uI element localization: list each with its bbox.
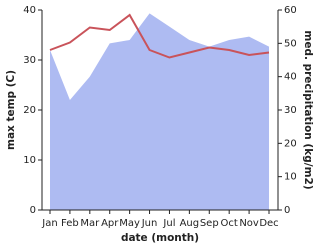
temp-line [49, 13, 270, 59]
y-tick-label: 30 [23, 55, 36, 66]
x-axis-label: date (month) [121, 232, 199, 244]
y2-tick-label: 10 [284, 172, 297, 183]
x-tick-label: Apr [101, 218, 119, 229]
x-tick-label: Feb [61, 218, 79, 229]
y-tick-label: 10 [23, 155, 36, 166]
x-tick-label: Oct [221, 218, 238, 229]
y-axis-label: max temp (C) [5, 70, 17, 150]
y2-tick-label: 50 [284, 38, 297, 49]
x-tick-label: Nov [239, 218, 259, 229]
x-tick-label: Aug [180, 218, 200, 229]
y-tick-label: 20 [23, 105, 36, 116]
y2-tick-label: 40 [284, 72, 297, 83]
y2-tick-label: 60 [284, 5, 297, 16]
y-tick-label: 40 [23, 5, 36, 16]
y2-axis-label: med. precipitation (kg/m2) [302, 30, 314, 189]
precipitation-area [50, 13, 269, 211]
x-tick-label: Dec [259, 218, 278, 229]
x-tick-label: Jan [41, 218, 57, 229]
y-tick-label: 0 [30, 205, 36, 216]
y2-tick-label: 0 [284, 205, 290, 216]
x-tick-label: Sep [200, 218, 219, 229]
x-tick-label: May [119, 218, 140, 229]
y2-tick-label: 20 [284, 138, 297, 149]
x-tick-label: Jul [162, 218, 175, 229]
x-tick-label: Jun [141, 218, 158, 229]
x-tick-label: Mar [80, 218, 100, 229]
y2-tick-label: 30 [284, 105, 297, 116]
